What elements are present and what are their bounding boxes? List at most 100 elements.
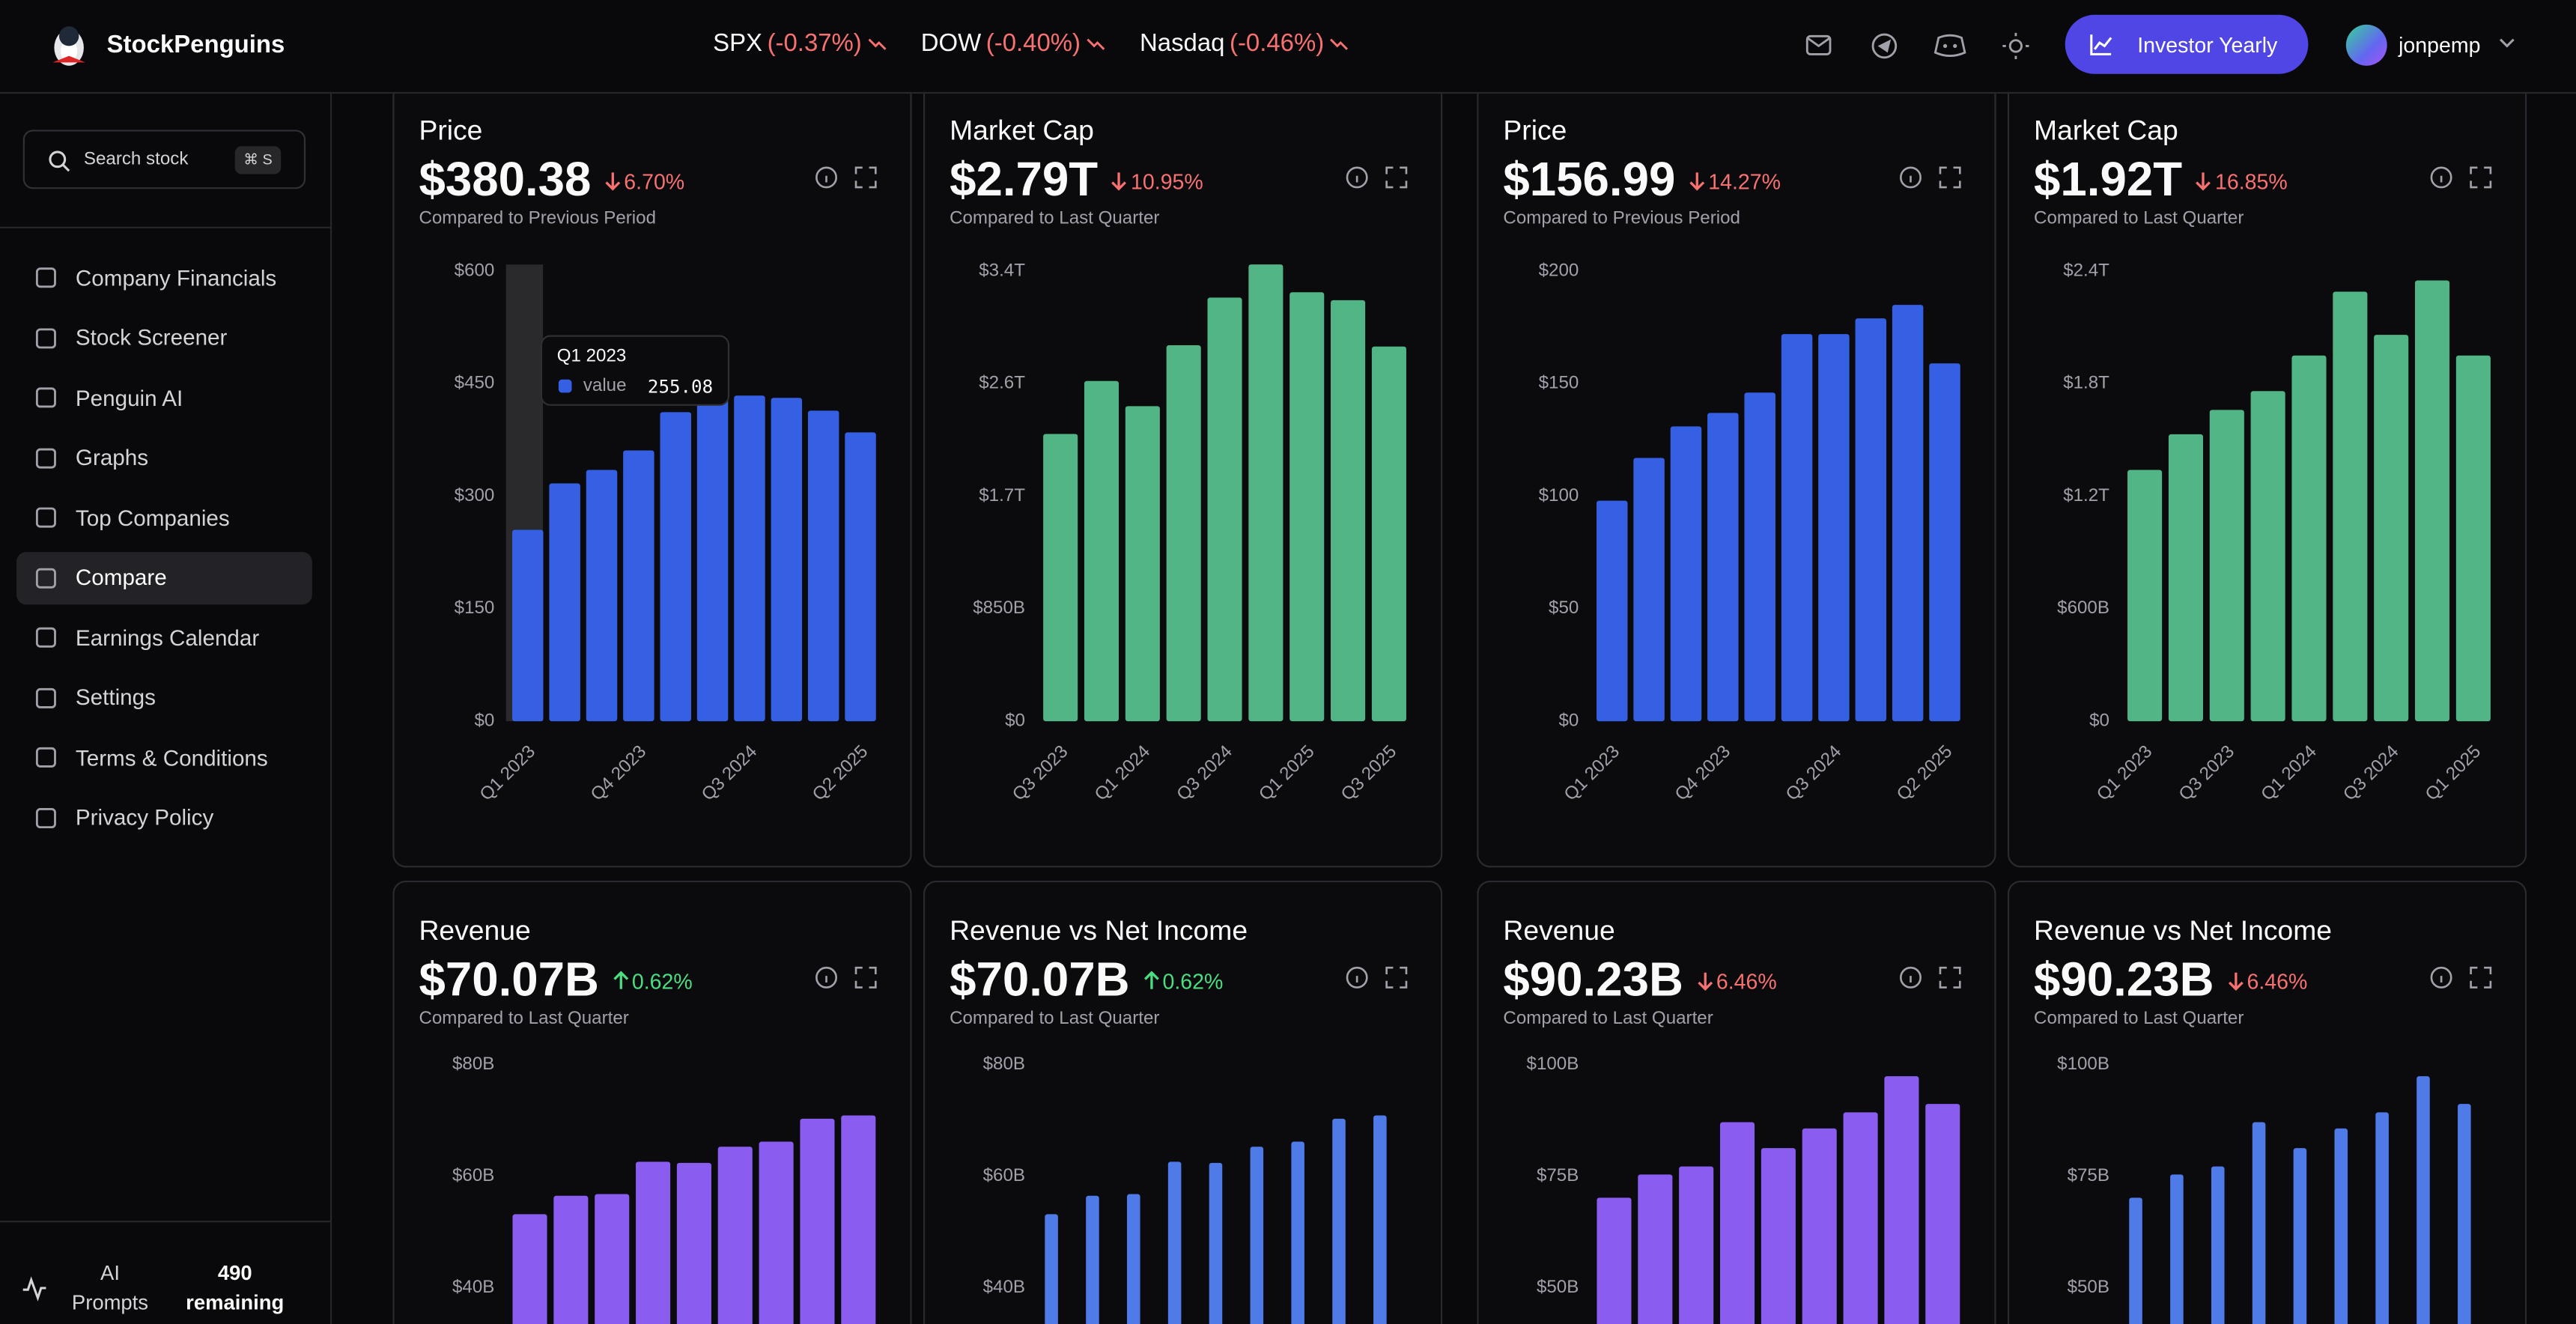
bar	[2170, 1174, 2184, 1324]
info-icon	[815, 166, 838, 189]
nav-item[interactable]: Earnings Calendar	[16, 611, 312, 663]
bar	[2168, 434, 2203, 722]
y-tick-label: $200	[1539, 260, 1579, 280]
bar	[1597, 1197, 1632, 1324]
bar	[1371, 346, 1406, 722]
metric-card: $0 $150 $300 $450 $600 Q1 2023 Q4 2023 Q3 2024 Q…	[392, 80, 912, 868]
y-tick-label: $40B	[452, 1277, 494, 1297]
chevron[interactable]	[2499, 37, 2515, 51]
search-box[interactable]: Search stock ⌘ S	[22, 130, 306, 189]
y-tick-label: $50B	[1537, 1277, 1579, 1297]
nav-item[interactable]: Terms & Conditions	[16, 731, 312, 783]
x-tick-label: Q1 2023	[476, 741, 540, 805]
bar	[1248, 264, 1284, 722]
metric-card: $50B $75B $100B Revenue vs Net Income $90.23…	[2007, 880, 2527, 1324]
ticker[interactable]: SPX (-0.37%)	[713, 29, 887, 58]
bar	[1843, 1112, 1878, 1324]
nav-icon	[35, 267, 56, 288]
bar	[1633, 458, 1665, 722]
ticker[interactable]: Nasdaq (-0.46%)	[1140, 29, 1349, 58]
comparison: Compared to Previous Period	[419, 208, 657, 228]
expand-icon	[854, 166, 877, 189]
plan-button[interactable]: Investor Yearly	[2065, 14, 2309, 74]
change: 6.46%	[2227, 968, 2307, 993]
y-tick-label: $1.2T	[2063, 485, 2109, 505]
bar	[2250, 391, 2285, 722]
bar	[595, 1194, 630, 1324]
nav-item[interactable]: Top Companies	[16, 491, 312, 544]
nav-item[interactable]: Settings	[16, 671, 312, 723]
tooltip-swatch	[558, 379, 572, 393]
bar	[2333, 291, 2368, 722]
brand[interactable]: StockPenguins	[106, 31, 285, 59]
x-tick-label: Q1 2023	[2093, 741, 2157, 805]
trend-icon	[867, 37, 886, 49]
bar	[2291, 355, 2327, 722]
x-tick-label: Q3 2023	[1009, 741, 1072, 805]
change-value: 0.62%	[631, 968, 693, 994]
arrow-shape	[1689, 172, 1704, 191]
y-tick-label: $850B	[973, 598, 1025, 618]
bar	[1781, 334, 1813, 722]
chart: $0 $850B $1.7T $2.6T $3.4T Q3 2023 Q1 2024 Q3 2…	[973, 260, 1406, 805]
change-arrow	[1697, 972, 1713, 991]
bar	[676, 1162, 711, 1324]
plan-button-label: Investor Yearly	[2137, 32, 2278, 58]
value-row: $90.23B 6.46%	[1503, 953, 1776, 1009]
metric-value: $90.23B	[2034, 954, 2214, 1007]
metric-card: $40B $60B $80B Revenue vs Net Income $70.07B…	[923, 880, 1443, 1324]
x-tick-label: Q4 2023	[1671, 741, 1735, 805]
tickers: SPX (-0.37%) DOW (-0.40%) Nasdaq (-0.46%)	[713, 29, 1349, 58]
bar	[807, 410, 839, 722]
avatar[interactable]	[2345, 24, 2387, 66]
nav-label: Stock Screener	[75, 325, 228, 350]
tooltip-title: Q1 2023	[556, 346, 627, 367]
bar	[1291, 1141, 1304, 1324]
bar	[845, 432, 876, 722]
nav-icon-shape	[35, 807, 56, 828]
username[interactable]: jonpemp	[2399, 32, 2481, 58]
bar	[1166, 344, 1201, 722]
ticker-change: (-0.46%)	[1230, 29, 1325, 58]
nav-label: Penguin AI	[75, 385, 183, 410]
x-tick-label: Q3 2024	[698, 741, 762, 805]
bar	[1127, 1194, 1140, 1324]
arrow-shape	[1143, 971, 1159, 989]
nav-item[interactable]: Compare	[16, 551, 312, 604]
nav-icon	[35, 567, 56, 588]
y-tick-label: $0	[1005, 710, 1025, 730]
bar	[1597, 500, 1628, 722]
bar	[1332, 1118, 1346, 1324]
card-actions	[815, 966, 877, 989]
y-tick-label: $60B	[983, 1165, 1025, 1185]
bar	[1209, 1162, 1223, 1324]
bar	[1670, 426, 1702, 722]
nav-item[interactable]: Graphs	[16, 431, 312, 484]
ticker-symbol: DOW	[920, 29, 982, 58]
bar	[2211, 1166, 2225, 1324]
bar	[1855, 318, 1887, 722]
nav-icon	[35, 387, 56, 408]
nav-item[interactable]: Company Financials	[16, 252, 312, 304]
y-tick-label: $2.4T	[2063, 260, 2109, 280]
nav-label: Privacy Policy	[75, 805, 214, 830]
value-row: $2.79T 10.95%	[950, 153, 1203, 209]
bar	[2375, 1112, 2389, 1324]
change: 0.62%	[1143, 968, 1223, 993]
tooltip-series: value	[583, 376, 627, 396]
nav-item[interactable]: Stock Screener	[16, 312, 312, 364]
info-icon	[1900, 166, 1922, 189]
y-tick-label: $50B	[2068, 1277, 2109, 1297]
ticker[interactable]: DOW (-0.40%)	[920, 29, 1105, 58]
chart: $50B $75B $100B	[1527, 1054, 1960, 1324]
x-tick-label: Q4 2023	[587, 741, 651, 805]
divider	[0, 1221, 330, 1223]
nav-item[interactable]: Privacy Policy	[16, 791, 312, 843]
change-value: 6.46%	[1716, 968, 1777, 994]
arrow-shape	[613, 971, 628, 989]
y-tick-label: $100	[1539, 485, 1579, 505]
x-tick-label: Q2 2025	[1893, 741, 1957, 805]
comparison: Compared to Last Quarter	[2034, 1009, 2244, 1029]
nav-item[interactable]: Penguin AI	[16, 371, 312, 424]
